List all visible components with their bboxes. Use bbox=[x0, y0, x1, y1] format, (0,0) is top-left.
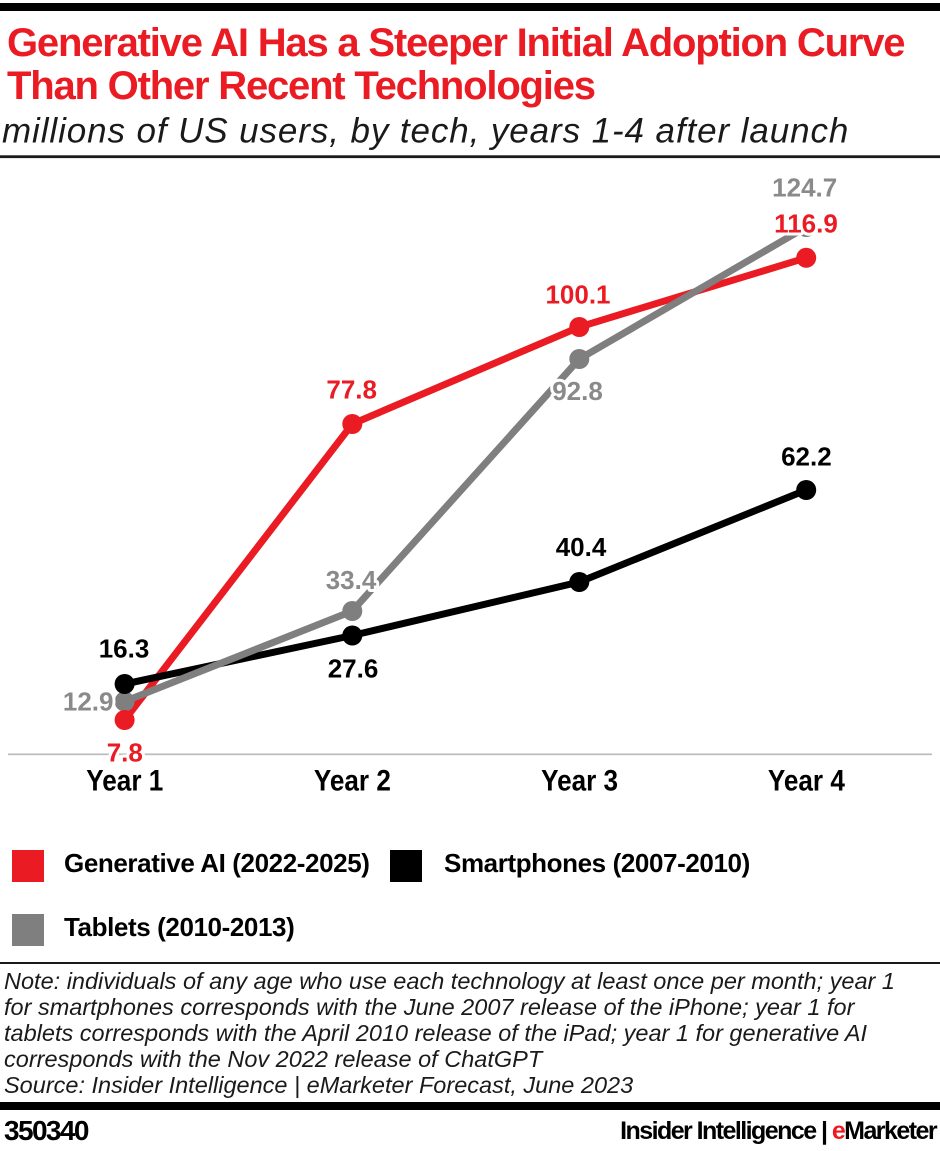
svg-text:tablets corresponds with the A: tablets corresponds with the April 2010 … bbox=[4, 1020, 867, 1046]
svg-text:62.2: 62.2 bbox=[781, 441, 832, 471]
svg-text:Year 3: Year 3 bbox=[541, 765, 618, 798]
svg-text:corresponds with the Nov 2022: corresponds with the Nov 2022 release of… bbox=[4, 1046, 544, 1072]
svg-text:124.7: 124.7 bbox=[772, 173, 837, 203]
svg-text:12.9: 12.9 bbox=[63, 687, 114, 717]
svg-text:27.6: 27.6 bbox=[328, 654, 379, 684]
svg-text:100.1: 100.1 bbox=[545, 280, 610, 310]
svg-text:Generative AI Has a Steeper In: Generative AI Has a Steeper Initial Adop… bbox=[7, 21, 904, 65]
svg-text:92.8: 92.8 bbox=[552, 376, 603, 406]
svg-text:Source: Insider Intelligence |: Source: Insider Intelligence | eMarketer… bbox=[4, 1072, 633, 1098]
svg-text:Than Other Recent Technologies: Than Other Recent Technologies bbox=[7, 64, 595, 108]
svg-text:40.4: 40.4 bbox=[556, 532, 607, 562]
svg-text:7.8: 7.8 bbox=[107, 737, 143, 767]
svg-text:Note: individuals of any age w: Note: individuals of any age who use eac… bbox=[4, 968, 895, 994]
svg-text:millions of US users, by tech,: millions of US users, by tech, years 1-4… bbox=[2, 112, 849, 151]
svg-text:Tablets (2010-2013): Tablets (2010-2013) bbox=[64, 912, 294, 942]
svg-text:Smartphones (2007-2010): Smartphones (2007-2010) bbox=[444, 848, 750, 878]
svg-text:Year 4: Year 4 bbox=[768, 765, 845, 798]
svg-text:for smartphones corresponds wi: for smartphones corresponds with the Jun… bbox=[4, 994, 856, 1020]
svg-text:350340: 350340 bbox=[4, 1115, 89, 1146]
svg-text:116.9: 116.9 bbox=[774, 209, 838, 239]
svg-text:Insider Intelligence | eMarket: Insider Intelligence | eMarketer bbox=[620, 1117, 938, 1145]
svg-text:77.8: 77.8 bbox=[326, 375, 377, 405]
svg-text:Generative AI (2022-2025): Generative AI (2022-2025) bbox=[64, 848, 370, 878]
svg-text:16.3: 16.3 bbox=[99, 634, 150, 664]
svg-text:Year 2: Year 2 bbox=[314, 765, 391, 798]
svg-text:33.4: 33.4 bbox=[326, 565, 377, 595]
svg-text:Year 1: Year 1 bbox=[86, 765, 163, 798]
